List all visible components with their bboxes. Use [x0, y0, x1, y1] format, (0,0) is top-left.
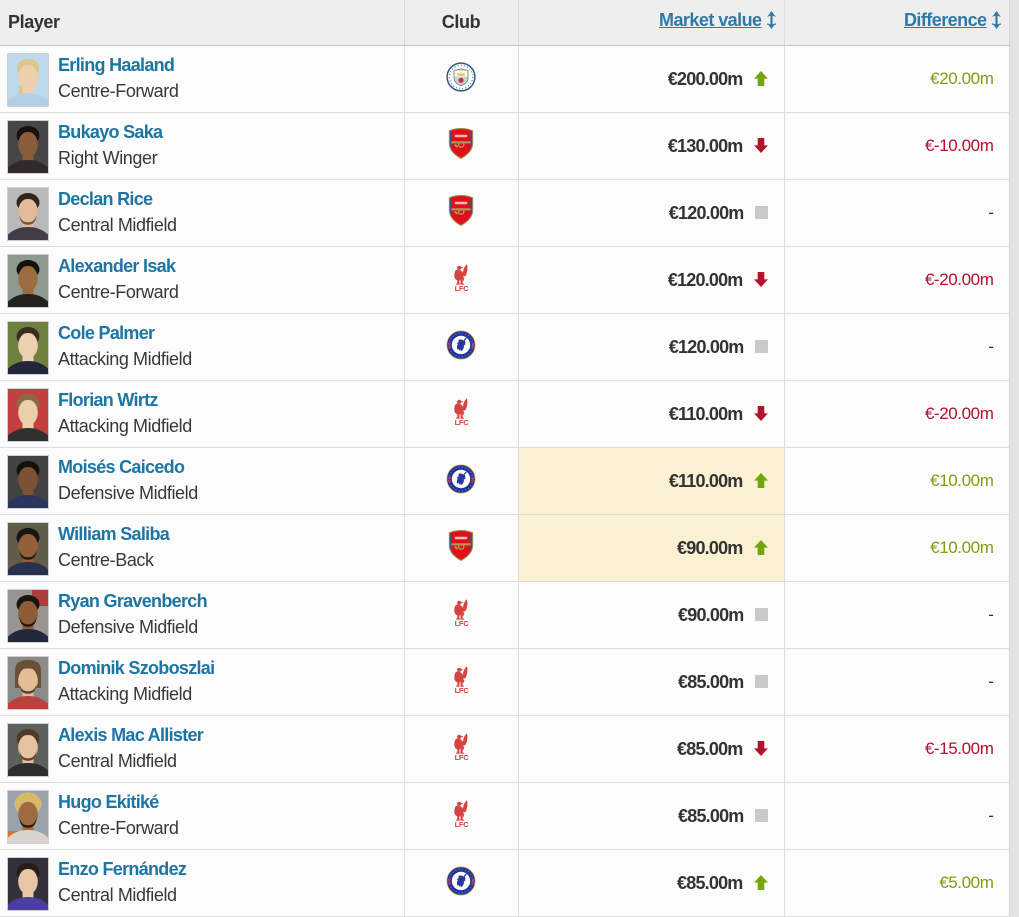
svg-text:LFC: LFC: [455, 686, 470, 694]
svg-text:LFC: LFC: [455, 619, 470, 627]
svg-text:LFC: LFC: [455, 418, 470, 426]
svg-text:LFC: LFC: [455, 284, 470, 292]
svg-text:LFC: LFC: [455, 820, 470, 828]
svg-text:LFC: LFC: [455, 753, 470, 761]
